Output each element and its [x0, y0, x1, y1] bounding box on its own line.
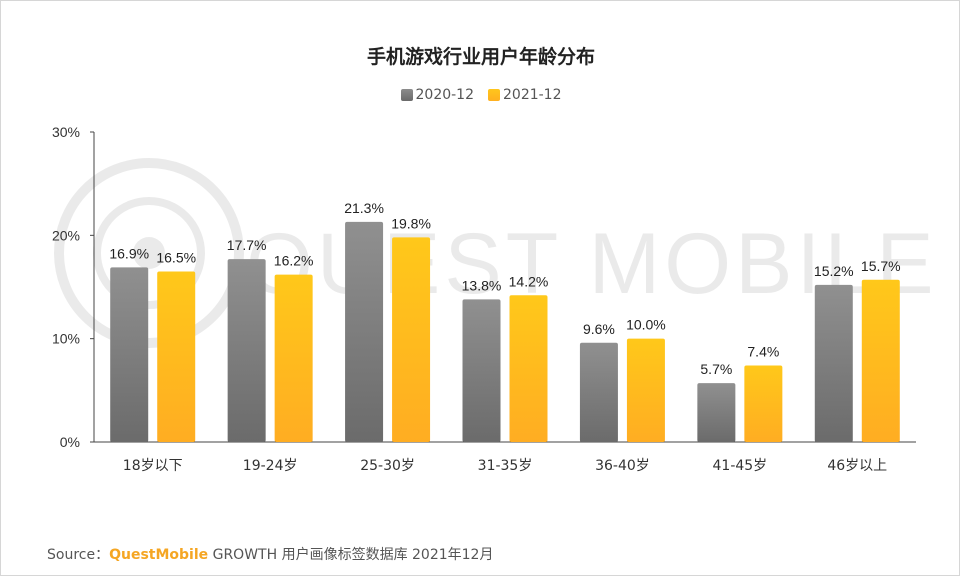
data-label: 10.0% — [626, 317, 666, 333]
data-label: 16.2% — [274, 253, 314, 269]
x-tick-label: 46岁以上 — [827, 458, 887, 474]
source-text: GROWTH 用户画像标签数据库 2021年12月 — [208, 547, 494, 563]
data-label: 21.3% — [344, 200, 384, 216]
bar-2020 — [814, 284, 853, 442]
source-brand: QuestMobile — [109, 547, 209, 563]
bar-2021 — [392, 237, 431, 442]
data-label: 17.7% — [227, 237, 267, 253]
x-tick-label: 31-35岁 — [478, 458, 533, 474]
legend-label-2021: 2021-12 — [503, 87, 562, 103]
source-note: Source：QuestMobile GROWTH 用户画像标签数据库 2021… — [47, 544, 493, 564]
data-label: 9.6% — [583, 321, 615, 337]
bar-2020 — [462, 299, 501, 442]
data-label: 14.2% — [509, 273, 549, 289]
bars: 16.9% 16.5% 18岁以下 17.7% 16.2% 19-24岁 21.3% 19.8… — [109, 200, 900, 474]
bar-group: 9.6% 10.0% 36-40岁 — [579, 317, 666, 474]
data-label: 15.7% — [861, 258, 901, 274]
bar-2021 — [861, 279, 900, 442]
x-tick-label: 18岁以下 — [123, 458, 183, 474]
y-tick-label: 10% — [52, 331, 80, 347]
y-tick-label: 30% — [52, 124, 80, 140]
bar-2021 — [157, 271, 196, 442]
data-label: 7.4% — [747, 344, 779, 360]
data-label: 13.8% — [462, 277, 502, 293]
legend-label-2020: 2020-12 — [415, 87, 475, 103]
legend-swatch-2021 — [488, 89, 500, 101]
x-tick-label: 25-30岁 — [360, 458, 415, 474]
legend: 2020-12 2021-12 — [1, 87, 960, 103]
bar-2020 — [579, 342, 618, 442]
legend-swatch-2020 — [400, 89, 413, 101]
bar-group: 13.8% 14.2% 31-35岁 — [462, 273, 549, 474]
y-tick-label: 20% — [52, 227, 80, 243]
legend-item-2021: 2021-12 — [488, 87, 562, 103]
bar-group: 15.2% 15.7% 46岁以上 — [814, 258, 901, 474]
bar-group: 21.3% 19.8% 25-30岁 — [344, 200, 431, 474]
legend-item-2020: 2020-12 — [400, 87, 475, 103]
bar-2020 — [697, 383, 736, 442]
bar-2021 — [626, 338, 665, 442]
bar-2021 — [744, 365, 783, 442]
x-tick-label: 41-45岁 — [713, 458, 768, 474]
chart-title: 手机游戏行业用户年龄分布 — [366, 46, 595, 68]
x-tick-label: 36-40岁 — [595, 458, 650, 474]
data-label: 15.2% — [814, 263, 854, 279]
bar-2020 — [110, 267, 149, 442]
data-label: 16.9% — [109, 245, 149, 261]
y-tick-label: 0% — [60, 434, 80, 450]
bar-group: 16.9% 16.5% 18岁以下 — [109, 245, 196, 474]
data-label: 19.8% — [391, 215, 431, 231]
source-prefix: Source： — [47, 547, 110, 563]
data-label: 5.7% — [700, 361, 732, 377]
x-tick-label: 19-24岁 — [243, 458, 298, 474]
bar-2021 — [274, 274, 313, 442]
bar-group: 5.7% 7.4% 41-45岁 — [697, 344, 783, 474]
data-label: 16.5% — [156, 250, 196, 266]
bar-2021 — [509, 295, 548, 442]
bar-2020 — [345, 221, 384, 442]
bar-2020 — [227, 259, 266, 442]
bar-group: 17.7% 16.2% 19-24岁 — [227, 237, 314, 474]
